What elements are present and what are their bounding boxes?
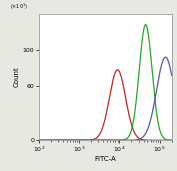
Text: $(\times10^1)$: $(\times10^1)$ xyxy=(10,2,28,12)
Y-axis label: Count: Count xyxy=(14,67,20,87)
X-axis label: FITC-A: FITC-A xyxy=(95,156,116,162)
